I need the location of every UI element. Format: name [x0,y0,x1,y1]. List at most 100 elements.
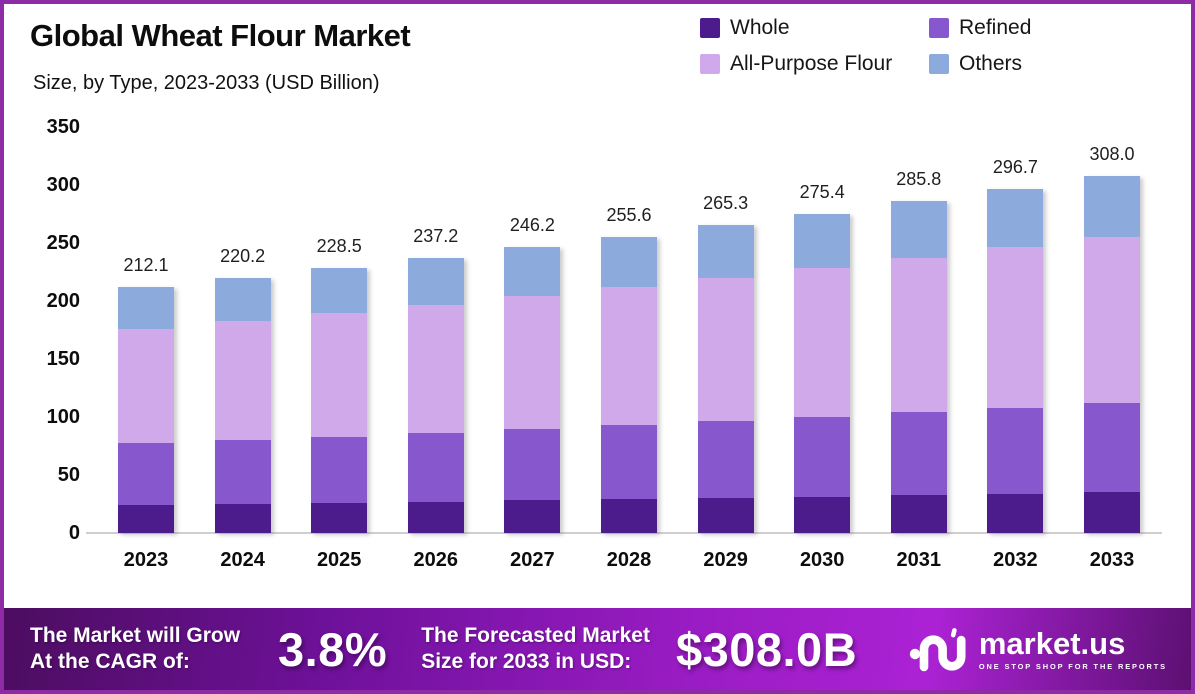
cagr-label-line2: At the CAGR of: [30,650,190,673]
bar-total-label: 285.8 [896,169,942,190]
x-tick-label: 2032 [993,549,1038,571]
x-tick-label: 2030 [799,549,845,571]
forecast-label: The Forecasted Market Size for 2033 in U… [421,623,650,676]
x-axis-line [86,532,1162,534]
legend-swatch [929,54,949,74]
legend-item: Refined [929,16,1031,40]
forecast-value: $308.0B [675,622,858,676]
x-tick-label: 2031 [896,549,942,571]
footer-banner: The Market will Grow At the CAGR of: 3.8… [4,608,1191,690]
bar-segment-refined [794,416,851,497]
bar-total-label: 220.2 [220,245,266,266]
brand-logo: market.us ONE STOP SHOP FOR THE REPORTS [909,625,1167,673]
legend-item: Whole [700,16,915,40]
bar-stack [311,267,368,533]
bar-segment-all-purpose-flour [1084,236,1140,403]
bar-segment-others [311,267,368,314]
bar-segment-whole [601,499,657,533]
bar-segment-all-purpose-flour [504,295,561,429]
legend-item: All-Purpose Flour [700,52,915,76]
bar-segment-others [504,247,561,296]
bar-segment-all-purpose-flour [890,257,947,413]
y-tick-label: 200 [46,290,80,312]
bar-segment-refined [697,421,754,498]
x-tick-label: 2026 [413,549,459,571]
bar-stack [1084,175,1140,533]
page-title: Global Wheat Flour Market [30,18,411,53]
bar-segment-others [214,277,271,321]
bar-stack [987,188,1044,533]
bar-total-label: 212.1 [123,254,169,275]
cagr-label-line1: The Market will Grow [30,623,241,647]
bar-segment-others [987,188,1044,248]
bar-stack [214,277,271,533]
y-tick-label: 100 [46,406,80,428]
bar-segment-all-purpose-flour [407,304,464,433]
bar-segment-whole [697,497,754,533]
bar-segment-refined [987,407,1044,494]
y-tick-label: 250 [46,232,80,254]
bar-segment-all-purpose-flour [697,277,754,422]
bar-total-label: 296.7 [992,156,1038,177]
bar-segment-all-purpose-flour [214,320,271,440]
bar-segment-refined [890,412,947,496]
bar-stack [601,236,657,533]
x-tick-label: 2023 [123,549,169,571]
brand-name: market.us [978,625,1126,661]
brand-tagline: ONE STOP SHOP FOR THE REPORTS [978,661,1167,671]
bar-stack [118,286,174,533]
bar-total-label: 265.3 [703,193,749,214]
x-tick-label: 2024 [220,549,265,571]
bar-segment-others [601,236,657,287]
page-subtitle: Size, by Type, 2023-2033 (USD Billion) [33,72,380,94]
legend-swatch [929,18,949,38]
bar-segment-refined [504,428,561,501]
bar-segment-whole [311,502,368,533]
bar-segment-refined [1084,402,1140,493]
bar-segment-others [697,225,754,278]
bar-segment-whole [407,501,464,533]
bar-segment-whole [890,495,947,533]
bar-total-label: 246.2 [509,215,555,236]
bar-segment-whole [504,500,561,533]
bar-stack [794,213,851,533]
forecast-label-line2: Size for 2033 in USD: [421,650,632,673]
bar-segment-all-purpose-flour [601,286,657,426]
bar-total-label: 308.0 [1089,143,1135,164]
x-tick-label: 2029 [703,549,748,571]
legend-label: Refined [959,16,1032,39]
legend-swatch [700,54,720,74]
bar-segment-whole [214,503,271,533]
bar-segment-refined [311,436,368,503]
legend-swatch [700,18,720,38]
x-tick-label: 2033 [1089,549,1135,571]
market-us-logo-icon [909,628,966,672]
cagr-value: 3.8% [278,622,388,676]
bar-segment-refined [601,425,657,500]
y-tick-label: 300 [46,174,80,196]
bar-segment-others [794,213,851,268]
bar-segment-all-purpose-flour [794,267,851,417]
bar-segment-whole [118,504,174,533]
legend-label: All-Purpose Flour [730,52,893,75]
bar-stack [890,201,947,533]
brand-text: market.us ONE STOP SHOP FOR THE REPORTS [979,628,1167,671]
bar-total-label: 255.6 [606,204,652,225]
legend-label: Others [959,52,1023,75]
y-tick-label: 50 [57,464,80,486]
bar-segment-others [118,286,174,329]
x-tick-label: 2028 [606,549,652,571]
bar-segment-refined [407,432,464,502]
y-tick-label: 0 [68,522,80,544]
bar-segment-all-purpose-flour [118,328,174,444]
x-tick-label: 2027 [510,549,555,571]
bar-total-label: 237.2 [413,225,459,246]
bar-segment-others [890,201,947,258]
forecast-label-line1: The Forecasted Market [421,623,650,647]
bar-stack [504,247,561,533]
bar-segment-refined [118,443,174,505]
bar-segment-all-purpose-flour [311,313,368,437]
bar-segment-all-purpose-flour [987,247,1044,408]
y-tick-label: 350 [46,116,80,138]
bar-total-label: 228.5 [316,235,362,256]
